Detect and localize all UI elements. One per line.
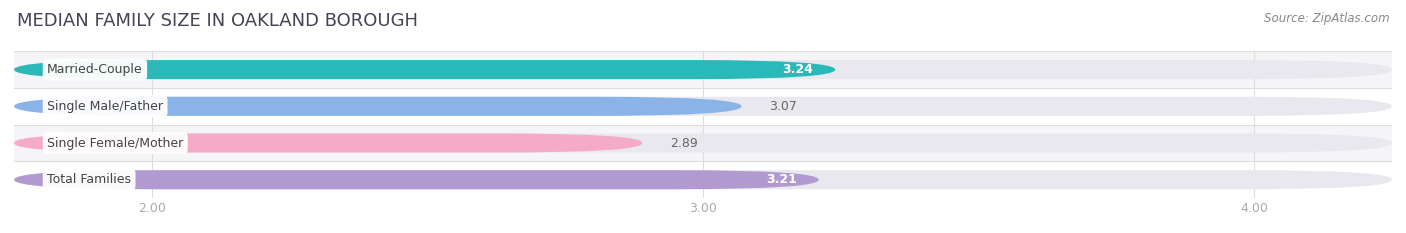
Text: Married-Couple: Married-Couple [48, 63, 143, 76]
Text: 3.24: 3.24 [782, 63, 813, 76]
Text: Source: ZipAtlas.com: Source: ZipAtlas.com [1264, 12, 1389, 25]
Text: Single Female/Mother: Single Female/Mother [48, 137, 183, 150]
FancyBboxPatch shape [14, 88, 1392, 125]
Text: MEDIAN FAMILY SIZE IN OAKLAND BOROUGH: MEDIAN FAMILY SIZE IN OAKLAND BOROUGH [17, 12, 418, 30]
Text: Single Male/Father: Single Male/Father [48, 100, 163, 113]
FancyBboxPatch shape [14, 125, 1392, 161]
FancyBboxPatch shape [14, 60, 1392, 79]
FancyBboxPatch shape [14, 60, 835, 79]
Text: Total Families: Total Families [48, 173, 131, 186]
Text: 2.89: 2.89 [669, 137, 697, 150]
Text: 3.07: 3.07 [769, 100, 797, 113]
FancyBboxPatch shape [14, 161, 1392, 198]
FancyBboxPatch shape [14, 134, 643, 153]
FancyBboxPatch shape [14, 170, 1392, 189]
FancyBboxPatch shape [14, 97, 1392, 116]
FancyBboxPatch shape [14, 51, 1392, 88]
FancyBboxPatch shape [14, 134, 1392, 153]
FancyBboxPatch shape [14, 170, 818, 189]
Text: 3.21: 3.21 [766, 173, 797, 186]
FancyBboxPatch shape [14, 97, 741, 116]
